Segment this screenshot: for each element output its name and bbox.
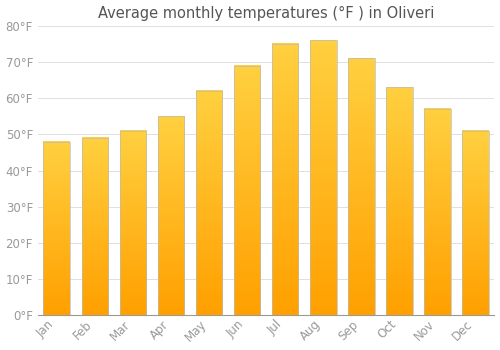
Bar [272, 44, 298, 315]
Bar [386, 88, 412, 315]
Bar [234, 66, 260, 315]
Bar [120, 131, 146, 315]
Bar [82, 138, 108, 315]
Bar [424, 109, 450, 315]
Title: Average monthly temperatures (°F ) in Oliveri: Average monthly temperatures (°F ) in Ol… [98, 6, 434, 21]
Bar [44, 142, 70, 315]
Bar [310, 40, 336, 315]
Bar [196, 91, 222, 315]
Bar [348, 58, 374, 315]
Bar [462, 131, 488, 315]
Bar [158, 116, 184, 315]
